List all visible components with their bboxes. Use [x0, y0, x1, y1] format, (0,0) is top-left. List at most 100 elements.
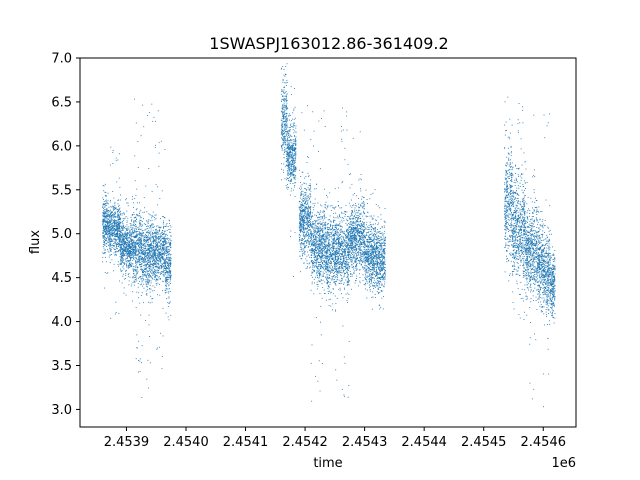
- data-point: [116, 226, 118, 228]
- data-point: [158, 270, 160, 272]
- data-point: [160, 254, 162, 256]
- data-point: [105, 226, 107, 228]
- data-point: [126, 220, 128, 222]
- data-point: [127, 267, 129, 269]
- data-point: [306, 223, 308, 225]
- data-point: [132, 243, 134, 244]
- data-point: [292, 159, 294, 161]
- data-point: [128, 236, 130, 238]
- data-point: [306, 251, 308, 253]
- data-point: [301, 228, 303, 230]
- data-point: [133, 245, 135, 247]
- data-point: [319, 251, 321, 253]
- data-point: [293, 119, 295, 121]
- data-point: [135, 258, 137, 260]
- data-point: [325, 231, 327, 233]
- data-point: [304, 228, 306, 230]
- data-point: [301, 207, 303, 209]
- data-point: [285, 147, 287, 149]
- data-point: [285, 124, 286, 126]
- data-point: [285, 112, 287, 114]
- data-point: [159, 254, 161, 256]
- data-point: [314, 245, 316, 247]
- data-point: [151, 190, 153, 192]
- data-point: [290, 152, 292, 154]
- data-point: [325, 241, 326, 243]
- data-point: [154, 255, 156, 256]
- data-point: [166, 239, 168, 240]
- data-point: [285, 130, 286, 132]
- data-point: [129, 265, 131, 267]
- data-point: [145, 279, 147, 280]
- data-point: [321, 251, 323, 253]
- data-point: [287, 188, 289, 190]
- data-point: [104, 233, 106, 235]
- data-point: [149, 274, 151, 276]
- data-point: [111, 254, 113, 256]
- data-point: [170, 231, 172, 233]
- data-point: [156, 348, 158, 350]
- data-point: [118, 216, 120, 218]
- data-point: [121, 226, 123, 228]
- data-point: [135, 232, 137, 234]
- data-point: [148, 252, 150, 254]
- data-point: [157, 232, 159, 234]
- data-point: [155, 260, 157, 262]
- data-point: [151, 225, 153, 227]
- data-point: [149, 237, 150, 239]
- data-point: [103, 219, 105, 221]
- data-point: [149, 284, 151, 286]
- data-point: [281, 110, 283, 112]
- data-point: [146, 256, 148, 258]
- data-point: [169, 231, 171, 233]
- data-point: [170, 272, 172, 274]
- data-point: [304, 254, 306, 255]
- data-point: [288, 152, 290, 154]
- data-point: [104, 237, 106, 239]
- data-point: [141, 258, 143, 260]
- data-point: [320, 260, 322, 262]
- data-point: [140, 217, 142, 218]
- data-point: [310, 259, 312, 261]
- data-point: [123, 242, 125, 243]
- data-point: [104, 287, 106, 289]
- data-point: [317, 217, 318, 219]
- data-point: [309, 214, 311, 216]
- data-point: [123, 234, 125, 235]
- data-point: [289, 177, 290, 179]
- data-point: [282, 130, 283, 132]
- data-point: [318, 235, 320, 237]
- data-point: [288, 157, 290, 159]
- data-point: [160, 240, 162, 242]
- data-point: [120, 262, 122, 264]
- data-point: [291, 146, 293, 148]
- data-point: [119, 213, 121, 215]
- data-point: [299, 239, 301, 241]
- data-point: [159, 255, 161, 257]
- data-point: [154, 273, 156, 275]
- data-point: [158, 241, 160, 243]
- data-point: [126, 247, 128, 249]
- data-point: [300, 219, 302, 221]
- data-point: [117, 215, 119, 217]
- data-point: [281, 132, 282, 134]
- data-point: [122, 232, 124, 234]
- data-point: [301, 224, 303, 226]
- data-point: [116, 229, 118, 230]
- data-point: [155, 214, 157, 216]
- data-point: [318, 270, 320, 272]
- data-point: [118, 242, 120, 244]
- data-point: [289, 145, 291, 147]
- data-point: [303, 216, 304, 217]
- data-point: [168, 253, 170, 255]
- data-point: [145, 281, 147, 283]
- data-point: [107, 235, 109, 237]
- data-point: [146, 281, 148, 283]
- data-point: [303, 200, 305, 202]
- data-point: [320, 247, 322, 249]
- data-point: [102, 214, 104, 216]
- data-point: [138, 226, 140, 228]
- data-point: [293, 125, 295, 127]
- data-point: [143, 247, 145, 249]
- data-point: [159, 240, 161, 242]
